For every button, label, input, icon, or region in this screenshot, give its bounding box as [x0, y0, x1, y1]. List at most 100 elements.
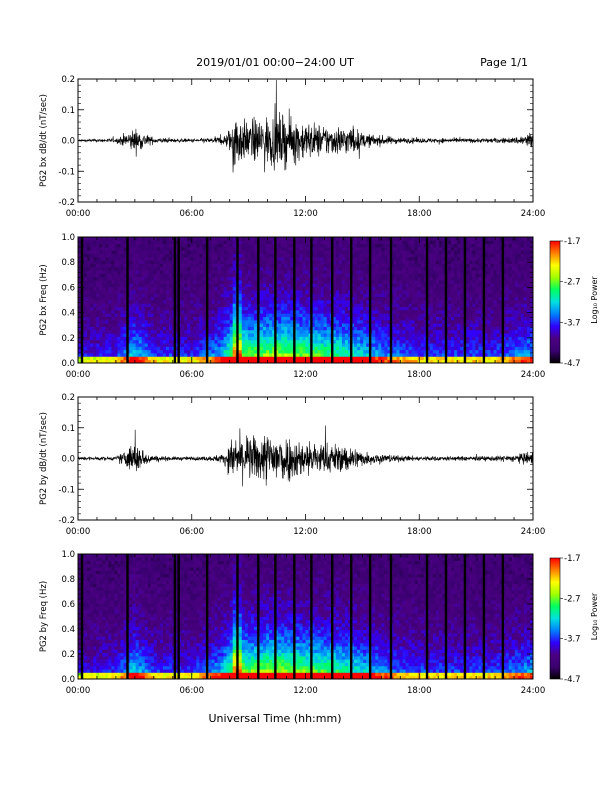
- spectrogram-cell: [326, 290, 331, 294]
- spectrogram-cell: [226, 276, 231, 281]
- spectrogram-cell: [117, 313, 121, 317]
- spectrogram-cell: [229, 349, 234, 354]
- spectrogram-cell: [429, 286, 434, 291]
- y-tick-label: 0.1: [61, 106, 75, 116]
- spectrogram-cell: [311, 290, 315, 294]
- spectrogram-cell: [120, 356, 124, 361]
- spectrogram-cell: [87, 333, 91, 337]
- spectrogram-cell: [199, 326, 203, 331]
- spectrogram-cell: [138, 260, 143, 264]
- spectrogram-cell: [357, 246, 361, 251]
- spectrogram-cell: [448, 283, 452, 288]
- spectrogram-cell: [281, 323, 285, 327]
- spectrogram-cell: [138, 250, 143, 254]
- spectrogram-cell: [284, 273, 288, 278]
- spectrogram-cell: [129, 256, 133, 261]
- spectrogram-cell: [196, 333, 200, 337]
- spectrogram-cell: [360, 243, 364, 248]
- spectrogram-cell: [253, 270, 258, 274]
- spectrogram-cell: [220, 293, 224, 298]
- spectrogram-cell: [123, 263, 127, 268]
- spectrogram-cell: [169, 283, 173, 288]
- spectrogram-cell: [196, 290, 200, 294]
- spectrogram-cell: [305, 256, 309, 261]
- spectrogram-cell: [196, 346, 200, 351]
- spectrogram-cell: [438, 273, 443, 278]
- spectrogram-cell: [238, 313, 243, 317]
- spectrogram-cell: [408, 339, 413, 344]
- spectrogram-cell: [375, 309, 379, 314]
- spectrogram-cell: [338, 266, 343, 271]
- spectrogram-cell: [181, 237, 185, 241]
- spectrogram-cell: [208, 356, 212, 361]
- spectrogram-cell: [269, 306, 273, 311]
- spectrogram-cell: [132, 273, 137, 278]
- spectrogram-cell: [132, 306, 137, 311]
- spectrogram-cell: [393, 273, 397, 278]
- spectrogram-cell: [193, 256, 197, 261]
- spectrogram-cell: [414, 296, 419, 301]
- spectrogram-cell: [281, 329, 285, 334]
- spectrogram-cell: [266, 240, 270, 245]
- spectrogram-cell: [414, 323, 419, 327]
- spectrogram-cell: [432, 256, 437, 261]
- spectrogram-cell: [317, 237, 322, 241]
- spectrogram-cell: [196, 286, 200, 291]
- spectrogram-cell: [78, 336, 82, 341]
- spectrogram-cell: [187, 343, 191, 347]
- spectrogram-cell: [423, 346, 428, 351]
- spectrogram-cell: [438, 319, 443, 324]
- spectrogram-cell: [135, 246, 140, 251]
- spectrogram-cell: [314, 266, 319, 271]
- spectrogram-cell: [287, 329, 291, 334]
- spectrogram-cell: [344, 300, 349, 304]
- spectrogram-cell: [156, 356, 161, 361]
- spectrogram-cell: [466, 326, 470, 331]
- spectrogram-cell: [214, 313, 218, 317]
- spectrogram-cell: [250, 293, 255, 298]
- spectrogram-cell: [341, 276, 346, 281]
- spectrogram-cell: [226, 263, 231, 268]
- spectrogram-cell: [302, 276, 306, 281]
- spectrogram-cell: [435, 333, 440, 337]
- spectrogram-cell: [396, 343, 400, 347]
- spectrogram-cell: [281, 293, 285, 298]
- spectrogram-cell: [193, 290, 197, 294]
- spectrogram-cell: [226, 329, 231, 334]
- spectrogram-cell: [387, 339, 391, 344]
- spectrogram-cell: [314, 306, 319, 311]
- spectrogram-cell: [408, 296, 413, 301]
- spectrogram-cell: [423, 266, 428, 271]
- spectrogram-cell: [196, 339, 200, 344]
- spectrogram-cell: [253, 333, 258, 337]
- spectrogram-cell: [375, 356, 379, 361]
- spectrogram-cell: [381, 256, 385, 261]
- spectrogram-cell: [363, 309, 367, 314]
- spectrogram-cell: [454, 300, 458, 304]
- spectrogram-cell: [193, 353, 197, 357]
- spectrogram-cell: [332, 303, 337, 308]
- spectrogram-cell: [317, 359, 322, 364]
- spectrogram-cell: [184, 319, 188, 324]
- spectrogram-cell: [217, 326, 221, 331]
- spectrogram-cell: [87, 286, 91, 291]
- spectrogram-cell: [402, 270, 406, 274]
- spectrogram-cell: [96, 273, 100, 278]
- spectrogram-cell: [317, 243, 322, 248]
- spectrogram-cell: [432, 293, 437, 298]
- spectrogram-cell: [411, 290, 416, 294]
- spectrogram-cell: [238, 253, 243, 258]
- spectrogram-cell: [196, 266, 200, 271]
- spectrogram-cell: [153, 293, 158, 298]
- spectrogram-cell: [347, 300, 352, 304]
- spectrogram-cell: [87, 306, 91, 311]
- spectrogram-cell: [414, 319, 419, 324]
- spectrogram-cell: [296, 243, 300, 248]
- spectrogram-cell: [399, 326, 403, 331]
- spectrogram-cell: [199, 293, 203, 298]
- spectrogram-cell: [223, 290, 228, 294]
- spectrogram-cell: [372, 243, 376, 248]
- spectrogram-cell: [120, 240, 124, 245]
- spectrogram-cell: [156, 339, 161, 344]
- spectrogram-cell: [159, 336, 164, 341]
